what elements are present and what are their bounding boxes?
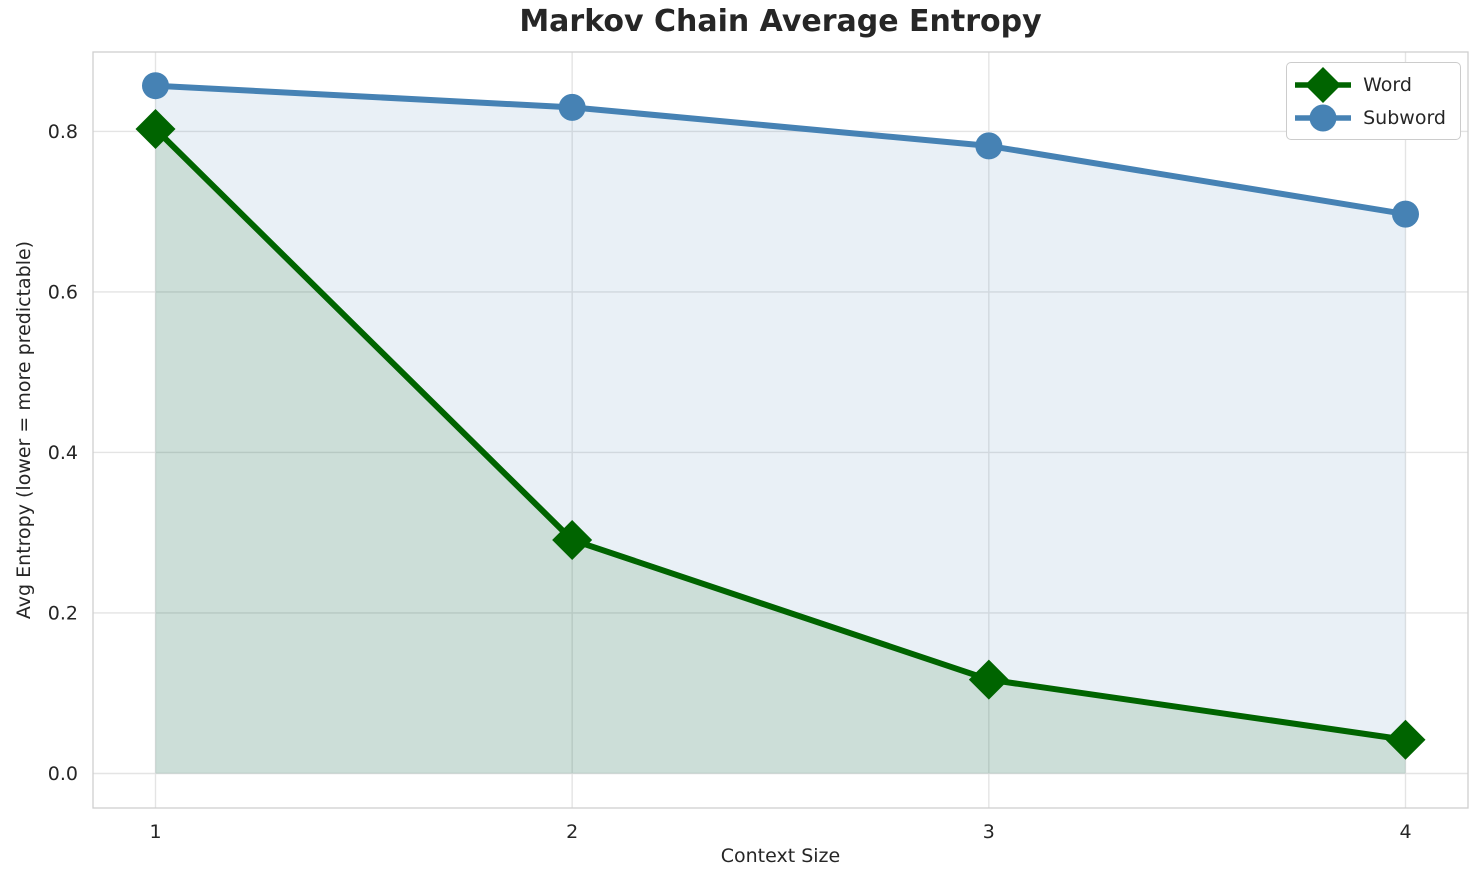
- subword-marker: [558, 93, 586, 121]
- word-marker: [552, 519, 593, 560]
- legend-entry-word: Word: [1295, 66, 1446, 103]
- subword-marker: [142, 72, 169, 100]
- y-tick-label: 0.6: [48, 281, 78, 303]
- y-tick-label: 0.4: [48, 442, 78, 464]
- subword-circle-marker-icon: [1295, 104, 1352, 131]
- x-axis-label: Context Size: [720, 845, 841, 867]
- word-line: [152, 126, 1409, 743]
- x-tick-label: 1: [149, 821, 161, 843]
- y-axis-label: Avg Entropy (lower = more predictable): [13, 240, 35, 620]
- plot-border: [92, 51, 1469, 809]
- y-tick-label: 0.8: [48, 121, 78, 143]
- subword-area-fill: [155, 85, 1406, 774]
- subword-marker: [1392, 200, 1419, 228]
- x-tick-label: 3: [983, 821, 995, 843]
- word-area-fill: [155, 129, 1406, 774]
- legend-label-subword: Subword: [1363, 106, 1446, 129]
- word-diamond-marker-icon: [1295, 66, 1352, 103]
- word-marker: [1385, 719, 1426, 760]
- y-tick-label: 0.0: [48, 763, 78, 785]
- legend-entry-subword: Subword: [1295, 101, 1446, 134]
- subword-line: [152, 82, 1409, 218]
- chart-title: Markov Chain Average Entropy: [519, 4, 1042, 39]
- x-tick-label: 2: [566, 821, 578, 843]
- word-marker: [968, 659, 1009, 700]
- x-tick-label: 4: [1399, 821, 1411, 843]
- y-tick-label: 0.2: [48, 602, 78, 624]
- legend-label-word: Word: [1363, 73, 1412, 96]
- legend: Word Subword: [1286, 62, 1461, 140]
- subword-marker: [975, 132, 1003, 160]
- word-marker: [135, 109, 176, 150]
